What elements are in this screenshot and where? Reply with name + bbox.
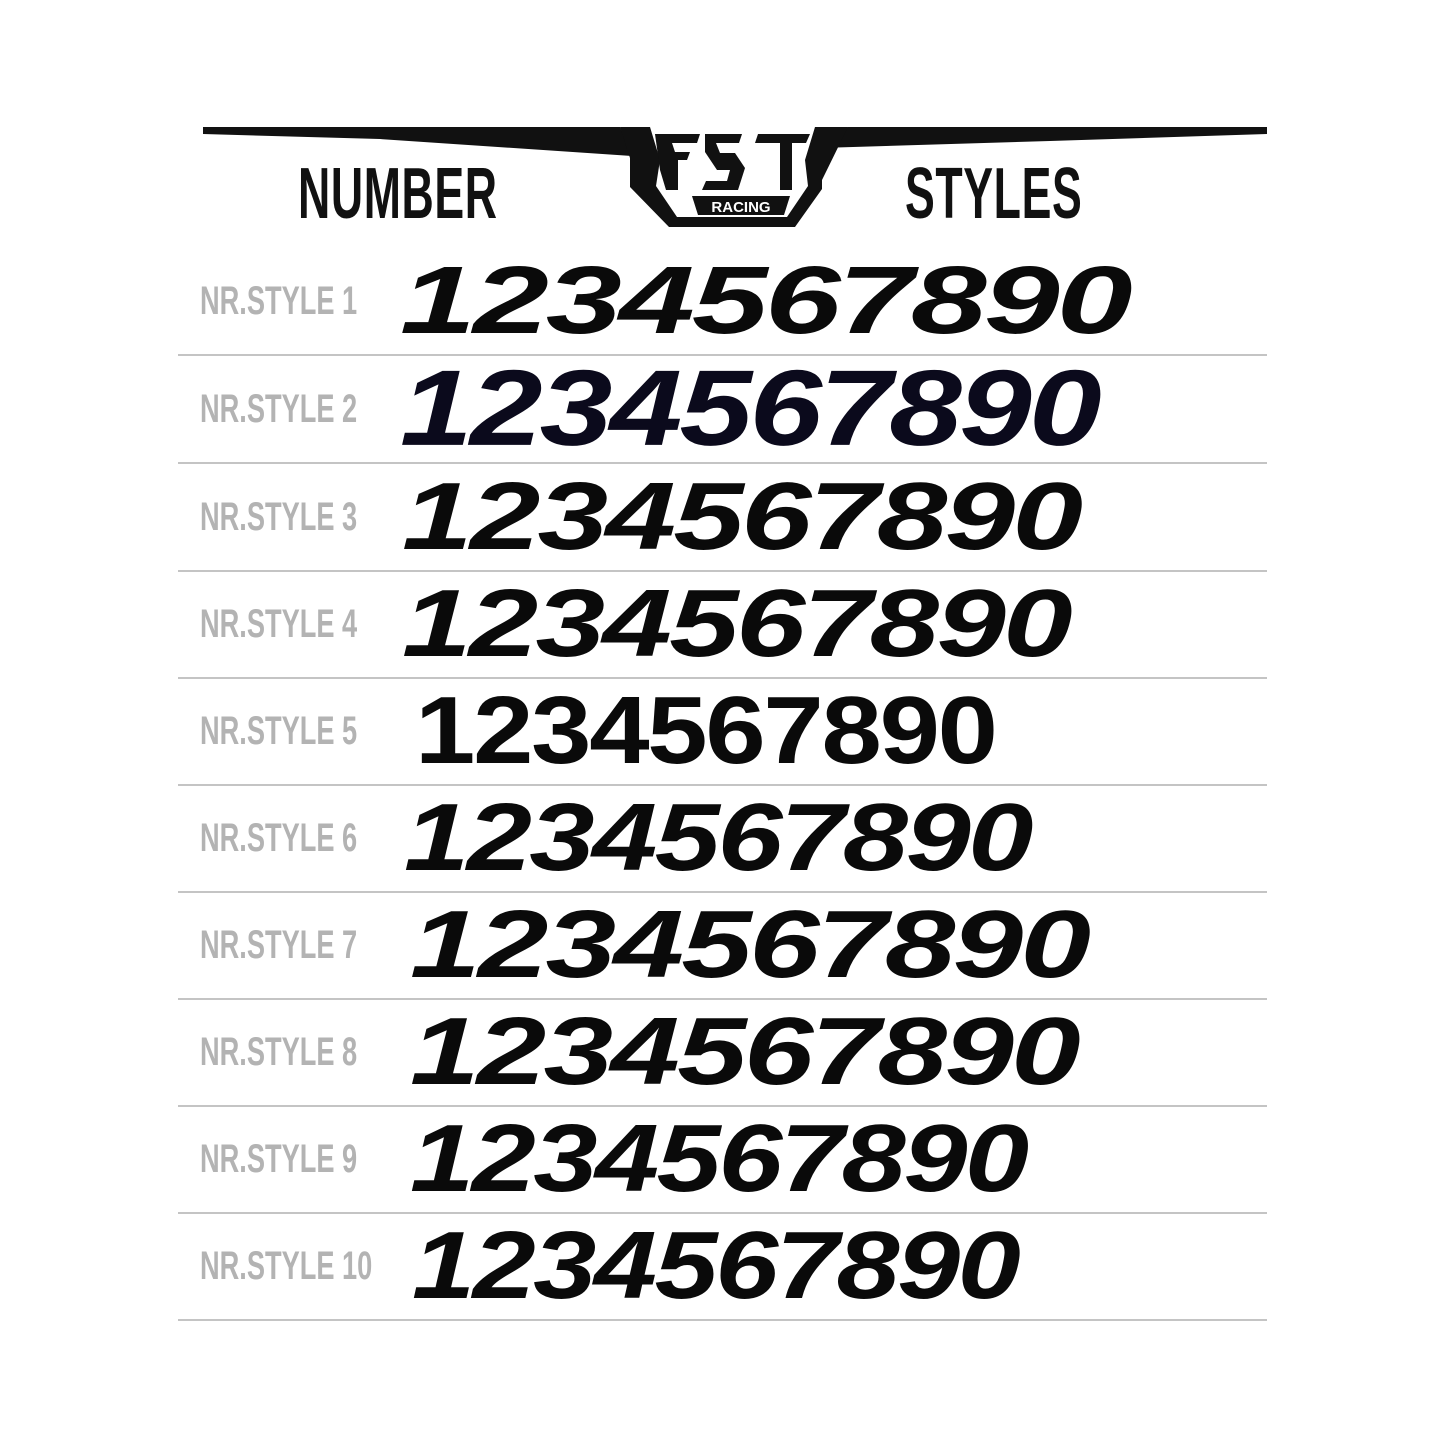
style-row-4: NR.STYLE 4 1234567890 bbox=[178, 570, 1267, 679]
logo-sub-text: RACING bbox=[711, 199, 770, 216]
style-row-9: NR.STYLE 9 1234567890 bbox=[178, 1105, 1267, 1214]
style-label: NR.STYLE 1 bbox=[200, 278, 358, 323]
heading-number: NUMBER bbox=[298, 154, 498, 234]
style-sample: 1234567890 bbox=[415, 676, 998, 784]
style-sample: 1234567890 bbox=[410, 890, 1091, 998]
style-sample: 1234567890 bbox=[410, 997, 1081, 1105]
style-row-2: NR.STYLE 2 1234567890 bbox=[178, 350, 1267, 466]
style-row-10: NR.STYLE 10 1234567890 bbox=[178, 1212, 1267, 1321]
fst-racing-logo: RACING bbox=[203, 127, 1267, 227]
heading-styles: STYLES bbox=[905, 154, 1083, 234]
style-row-1: NR.STYLE 1 1234567890 bbox=[178, 247, 1267, 356]
style-row-6: NR.STYLE 6 1234567890 bbox=[178, 784, 1267, 893]
racing-badge bbox=[692, 196, 790, 215]
style-label: NR.STYLE 10 bbox=[200, 1243, 373, 1288]
style-label: NR.STYLE 7 bbox=[200, 922, 358, 967]
style-row-8: NR.STYLE 8 1234567890 bbox=[178, 998, 1267, 1107]
style-sample: 1234567890 bbox=[410, 1104, 1029, 1212]
style-label: NR.STYLE 9 bbox=[200, 1136, 358, 1181]
shield-outline bbox=[620, 127, 848, 227]
style-sample: 1234567890 bbox=[402, 462, 1083, 570]
style-label: NR.STYLE 5 bbox=[200, 708, 358, 753]
letter-f bbox=[655, 134, 700, 190]
style-sample: 1234567890 bbox=[404, 783, 1033, 891]
style-row-5: NR.STYLE 5 1234567890 bbox=[178, 677, 1267, 786]
style-sample: 1234567890 bbox=[412, 1211, 1021, 1319]
style-label: NR.STYLE 8 bbox=[200, 1029, 358, 1074]
right-wing bbox=[820, 127, 1267, 148]
style-sample: 1234567890 bbox=[402, 569, 1073, 677]
style-row-3: NR.STYLE 3 1234567890 bbox=[178, 463, 1267, 572]
style-label: NR.STYLE 6 bbox=[200, 815, 358, 860]
style-row-7: NR.STYLE 7 1234567890 bbox=[178, 891, 1267, 1000]
letter-s bbox=[702, 134, 745, 190]
left-wing bbox=[203, 127, 632, 156]
style-label: NR.STYLE 3 bbox=[200, 494, 358, 539]
style-sample: 1234567890 bbox=[400, 246, 1133, 354]
letter-t bbox=[755, 134, 810, 190]
style-label: NR.STYLE 2 bbox=[200, 386, 358, 431]
style-sample: 1234567890 bbox=[400, 348, 1102, 468]
style-label: NR.STYLE 4 bbox=[200, 601, 358, 646]
